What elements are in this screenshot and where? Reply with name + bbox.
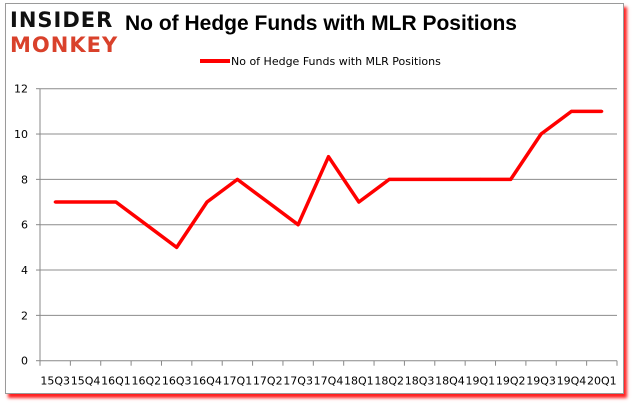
logo-line2: MONKEY <box>10 33 119 57</box>
x-tick-label: 18Q4 <box>435 375 465 388</box>
logo-line1: INSIDER <box>10 8 114 32</box>
data-point <box>509 177 513 181</box>
data-point <box>327 155 330 159</box>
x-tick-label: 17Q2 <box>253 375 283 388</box>
x-tick-label: 16Q3 <box>162 375 192 388</box>
y-tick-label: 2 <box>21 309 28 322</box>
x-tick-label: 20Q1 <box>587 375 617 388</box>
data-point <box>600 109 604 113</box>
y-tick-label: 12 <box>14 83 28 96</box>
x-tick-label: 16Q4 <box>192 375 222 388</box>
data-point <box>569 109 573 113</box>
x-tick-label: 15Q4 <box>71 375 101 388</box>
data-point <box>175 245 179 249</box>
x-tick-label: 19Q2 <box>496 375 526 388</box>
chart-frame <box>5 3 624 394</box>
x-tick-label: 18Q2 <box>374 375 404 388</box>
data-point <box>84 200 88 204</box>
data-point <box>418 177 422 181</box>
x-tick-label: 19Q3 <box>526 375 556 388</box>
x-tick-label: 16Q1 <box>101 375 131 388</box>
y-tick-label: 6 <box>21 219 28 232</box>
y-tick-label: 0 <box>21 355 28 368</box>
legend-label: No of Hedge Funds with MLR Positions <box>231 55 441 68</box>
x-tick-label: 17Q1 <box>223 375 253 388</box>
x-tick-label: 17Q4 <box>314 375 344 388</box>
x-tick-label: 17Q3 <box>283 375 313 388</box>
data-point <box>114 200 118 204</box>
data-point <box>144 223 148 227</box>
chart-title: No of Hedge Funds with MLR Positions <box>125 12 517 35</box>
data-point <box>235 177 239 181</box>
y-tick-label: 10 <box>14 128 28 141</box>
data-point <box>205 200 209 204</box>
x-tick-label: 16Q2 <box>131 375 161 388</box>
data-point <box>387 177 391 181</box>
y-tick-label: 8 <box>21 173 28 186</box>
data-point <box>266 200 270 204</box>
x-tick-label: 15Q3 <box>40 375 70 388</box>
insider-monkey-logo: INSIDER MONKEY <box>10 8 118 57</box>
x-tick-label: 19Q1 <box>466 375 496 388</box>
data-point <box>539 132 543 136</box>
data-point <box>448 177 452 181</box>
y-tick-label: 4 <box>21 264 28 277</box>
data-point <box>296 223 300 227</box>
data-point <box>478 177 482 181</box>
data-point <box>357 200 361 204</box>
x-tick-label: 19Q4 <box>557 375 587 388</box>
x-tick-label: 18Q1 <box>344 375 374 388</box>
data-point <box>53 200 57 204</box>
x-tick-label: 18Q3 <box>405 375 435 388</box>
